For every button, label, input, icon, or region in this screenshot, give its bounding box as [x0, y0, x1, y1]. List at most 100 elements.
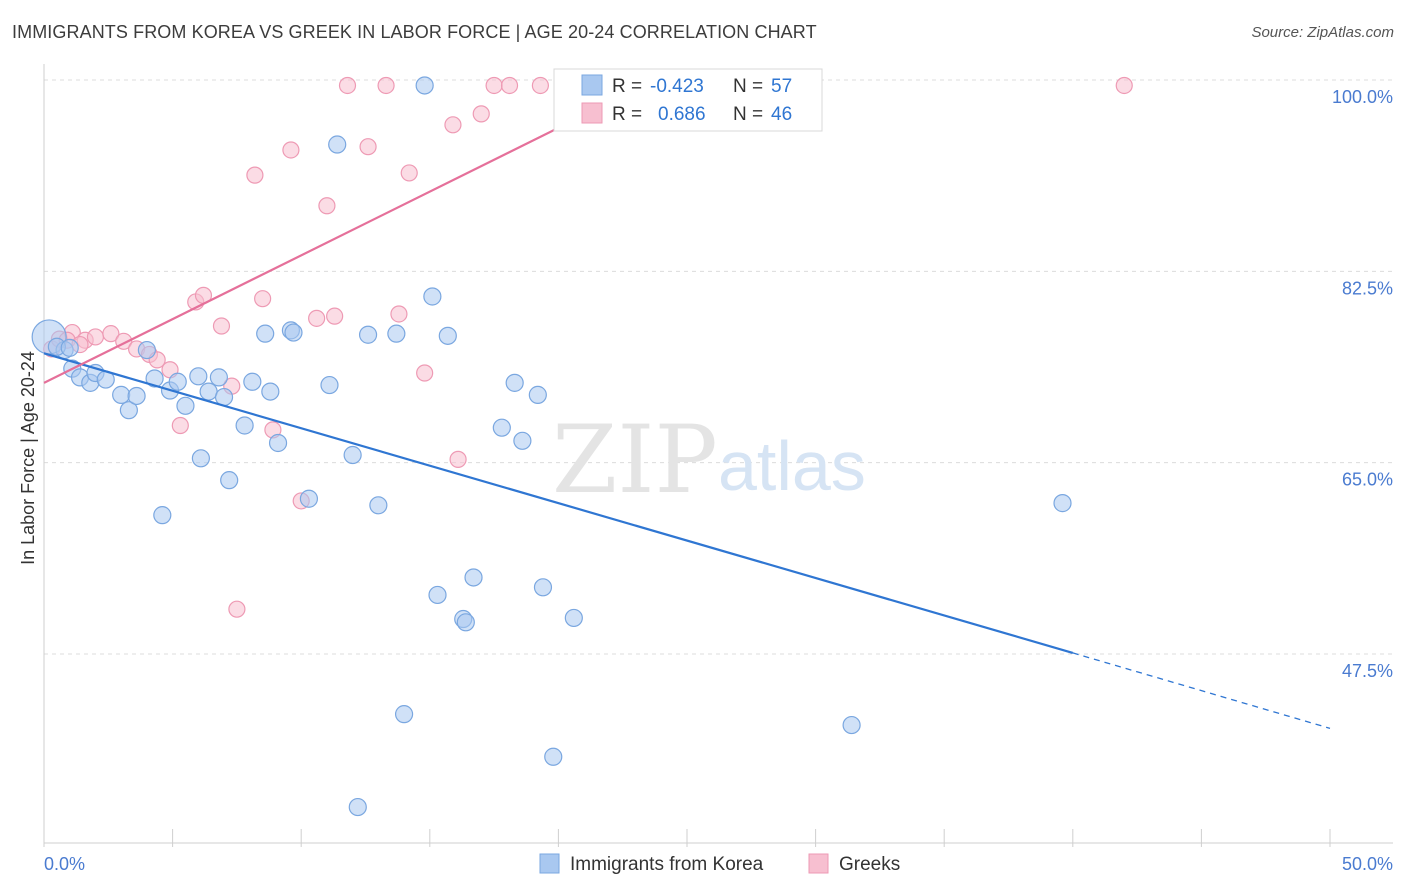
korea-point [564, 608, 583, 628]
korea-point [438, 326, 457, 345]
legend-swatch-pink [581, 102, 603, 124]
korea-point [358, 325, 378, 344]
korea-point [394, 705, 414, 724]
korea-point [191, 449, 210, 468]
korea-point [415, 76, 434, 95]
series-label-korea: Immigrants from Korea [570, 854, 764, 875]
korea-point [369, 496, 388, 515]
trend-lines [43, 82, 1331, 729]
korea-point [145, 369, 164, 388]
series-label-greeks: Greeks [839, 854, 900, 875]
korea-point [168, 372, 187, 391]
legend-n-label-blue: N = [733, 76, 763, 97]
korea-point [112, 385, 131, 404]
greeks-point [377, 76, 395, 95]
korea-point [533, 578, 553, 597]
korea-point [60, 338, 79, 357]
y-tick-label: 65.0% [1342, 470, 1393, 490]
korea-point [492, 418, 511, 437]
greeks-trend-line [43, 82, 649, 384]
greeks-point [171, 416, 189, 435]
korea-trend-line [43, 352, 1074, 654]
x-tick-label-min: 0.0% [44, 854, 85, 874]
korea-point [256, 324, 275, 343]
korea-point [320, 375, 339, 395]
korea-trend-extension [1072, 652, 1331, 729]
legend-r-label-blue: R = [612, 76, 642, 97]
greeks-point [318, 197, 336, 215]
y-axis-title: In Labor Force | Age 20-24 [18, 351, 38, 565]
series-legend: Immigrants from Korea Greeks [539, 853, 900, 875]
legend-n-value-pink: 46 [771, 104, 792, 125]
watermark: ZIP atlas [552, 406, 866, 515]
greeks-point [359, 138, 377, 156]
greeks-point [444, 116, 462, 134]
greeks-point [472, 105, 490, 123]
korea-point [299, 489, 319, 508]
korea-point [243, 372, 262, 391]
y-tick-label: 100.0% [1332, 87, 1393, 107]
korea-point [199, 382, 218, 401]
korea-point [513, 431, 532, 450]
korea-point [284, 323, 303, 342]
greeks-point [308, 309, 326, 327]
greeks-point [390, 305, 408, 323]
korea-point [137, 340, 156, 360]
y-tick-label: 47.5% [1342, 661, 1393, 681]
correlation-legend: R = -0.423 N = 57 R = 0.686 N = 46 [553, 68, 823, 132]
korea-point [423, 287, 442, 306]
korea-point [127, 386, 146, 406]
korea-point [176, 396, 195, 415]
greeks-point [212, 317, 231, 335]
x-tick-label-max: 50.0% [1342, 854, 1393, 874]
greeks-point [246, 166, 264, 184]
greeks-point [531, 76, 549, 95]
greeks-point [485, 76, 503, 95]
greeks-point [254, 290, 272, 308]
greeks-point [282, 141, 300, 159]
axes [43, 64, 1393, 847]
korea-points [31, 76, 1072, 817]
korea-point [209, 368, 228, 387]
korea-point [189, 367, 208, 386]
korea-point [235, 416, 254, 435]
chart-title: IMMIGRANTS FROM KOREA VS GREEK IN LABOR … [12, 22, 817, 42]
greeks-point [326, 307, 344, 325]
grid-lines [44, 79, 1393, 655]
y-tick-label: 82.5% [1342, 278, 1393, 298]
korea-point [528, 385, 547, 404]
korea-point [1053, 494, 1072, 513]
greeks-point [338, 76, 357, 95]
greeks-points [43, 76, 1133, 618]
greeks-point [416, 364, 434, 382]
korea-point [348, 797, 367, 817]
korea-point [119, 401, 138, 420]
korea-point [842, 715, 861, 735]
legend-n-label-pink: N = [733, 104, 763, 125]
watermark-zip: ZIP [552, 406, 718, 515]
korea-point [153, 506, 172, 525]
korea-point [464, 568, 483, 587]
legend-swatch-blue [581, 74, 603, 96]
korea-point [268, 433, 288, 453]
korea-point [387, 324, 406, 343]
legend-r-value-blue: -0.423 [650, 76, 704, 97]
series-swatch-greeks [808, 853, 829, 874]
greeks-point [400, 164, 418, 182]
greeks-point [228, 600, 246, 618]
source-label: Source: ZipAtlas.com [1251, 24, 1394, 41]
korea-point [544, 747, 563, 766]
greeks-point [500, 76, 519, 95]
greeks-point [449, 450, 467, 468]
korea-point [428, 585, 447, 605]
korea-point [505, 373, 524, 392]
series-swatch-korea [539, 853, 560, 874]
watermark-atlas: atlas [718, 427, 866, 505]
korea-point [220, 471, 239, 490]
greeks-point [86, 328, 105, 346]
legend-r-value-pink: 0.686 [658, 104, 706, 125]
y-tick-labels: 47.5% 65.0% 82.5% 100.0% [1332, 87, 1393, 681]
greeks-point [102, 325, 120, 343]
korea-point [328, 135, 347, 154]
